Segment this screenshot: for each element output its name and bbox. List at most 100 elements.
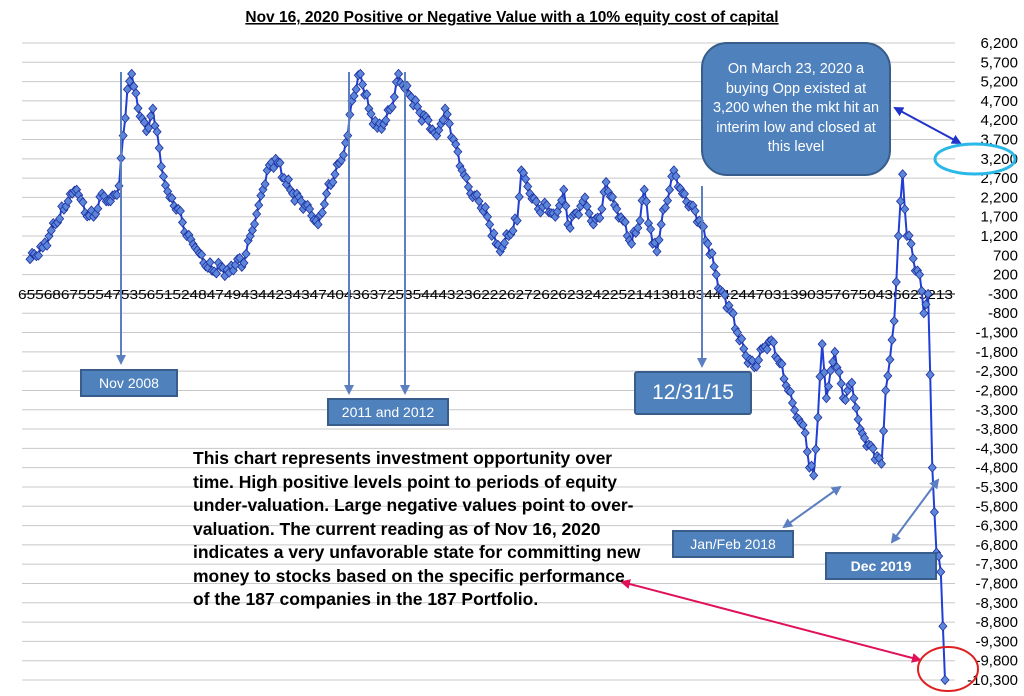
data-point — [633, 222, 643, 234]
y-tick-label: 6,200 — [980, 35, 1018, 52]
data-point — [120, 113, 130, 124]
y-tick-label: -3,800 — [975, 421, 1018, 438]
label-12-31-15: 12/31/15 — [634, 371, 752, 415]
description-text: This chart represents investment opportu… — [193, 448, 641, 609]
data-point — [728, 308, 738, 319]
data-point — [790, 404, 800, 416]
data-point — [42, 240, 52, 251]
data-point — [898, 169, 908, 180]
data-point — [131, 88, 141, 99]
data-point — [319, 198, 329, 210]
data-point — [146, 110, 156, 122]
series — [25, 68, 950, 686]
data-point — [205, 257, 215, 268]
data-point — [851, 402, 861, 413]
annotation-arrows — [116, 72, 962, 663]
data-point — [906, 238, 916, 249]
data-point — [241, 248, 251, 259]
data-point — [929, 506, 939, 518]
data-point — [387, 101, 397, 113]
data-point — [595, 212, 605, 224]
data-point — [508, 225, 518, 236]
series-markers — [25, 68, 950, 686]
data-point — [641, 196, 651, 207]
data-point — [620, 216, 630, 228]
x-axis: 6556867555475356515248474943442343474043… — [18, 287, 955, 302]
data-point — [389, 91, 399, 103]
data-point — [847, 377, 857, 388]
arrow-description — [620, 579, 922, 663]
data-point — [893, 230, 903, 242]
data-point — [480, 202, 490, 213]
data-point — [607, 191, 618, 203]
y-tick-label: -4,800 — [975, 460, 1018, 477]
data-point — [559, 184, 569, 195]
y-tick-label: 3,200 — [980, 151, 1018, 168]
data-point — [252, 208, 262, 220]
y-tick-label: 4,200 — [980, 112, 1018, 129]
data-point — [836, 378, 846, 389]
y-tick-label: -10,300 — [967, 672, 1018, 689]
data-point — [156, 161, 166, 172]
data-point — [646, 224, 656, 235]
y-tick-label: 1,200 — [980, 228, 1018, 245]
data-point — [823, 381, 834, 392]
data-point — [357, 79, 368, 90]
data-point — [798, 419, 808, 431]
y-tick-label: -1,800 — [975, 344, 1018, 361]
y-tick-label: -800 — [988, 305, 1018, 322]
data-point — [923, 288, 933, 300]
data-point — [813, 412, 823, 423]
data-point — [584, 208, 594, 219]
data-point — [453, 146, 463, 157]
data-point — [260, 178, 270, 190]
data-point — [671, 171, 681, 182]
y-tick-label: -8,300 — [975, 595, 1018, 612]
data-point — [514, 191, 524, 203]
data-point — [703, 238, 713, 249]
chart-title: Nov 16, 2020 Positive or Negative Value … — [245, 9, 778, 26]
y-tick-label: -7,800 — [975, 575, 1018, 592]
data-point — [338, 149, 349, 161]
y-tick-label: -5,800 — [975, 498, 1018, 515]
data-point — [442, 109, 452, 120]
data-point — [381, 115, 391, 126]
label-dec2019: Dec 2019 — [825, 552, 937, 580]
label-janfeb2018: Jan/Feb 2018 — [672, 530, 794, 558]
data-point — [635, 215, 645, 226]
y-tick-label: -4,300 — [975, 440, 1018, 457]
data-point — [830, 346, 840, 357]
data-point — [78, 197, 88, 208]
data-point — [531, 196, 541, 207]
data-point — [917, 285, 927, 297]
data-point — [881, 385, 891, 396]
data-point — [895, 196, 906, 207]
data-point — [321, 188, 332, 199]
data-point — [46, 225, 56, 236]
data-point — [908, 253, 918, 264]
y-tick-label: -2,800 — [975, 382, 1018, 399]
data-point — [732, 327, 742, 338]
data-point — [283, 174, 293, 185]
data-point — [940, 674, 950, 686]
arrow-mar2020 — [893, 107, 962, 144]
y-tick-label: -5,300 — [975, 479, 1018, 496]
data-point — [711, 269, 721, 280]
data-point — [211, 268, 221, 279]
data-point — [612, 203, 622, 214]
data-point — [787, 397, 798, 408]
y-tick-label: -9,800 — [975, 653, 1018, 670]
data-point — [654, 234, 664, 245]
data-point — [859, 432, 870, 444]
data-point — [879, 425, 889, 437]
data-point — [927, 462, 937, 473]
data-point — [853, 414, 863, 425]
y-tick-label: 1,700 — [980, 209, 1018, 226]
data-point — [93, 203, 103, 214]
data-point — [158, 171, 168, 182]
data-point — [366, 108, 376, 119]
data-point — [249, 219, 260, 230]
data-point — [849, 393, 859, 404]
data-point — [112, 189, 122, 201]
data-point — [489, 228, 499, 239]
